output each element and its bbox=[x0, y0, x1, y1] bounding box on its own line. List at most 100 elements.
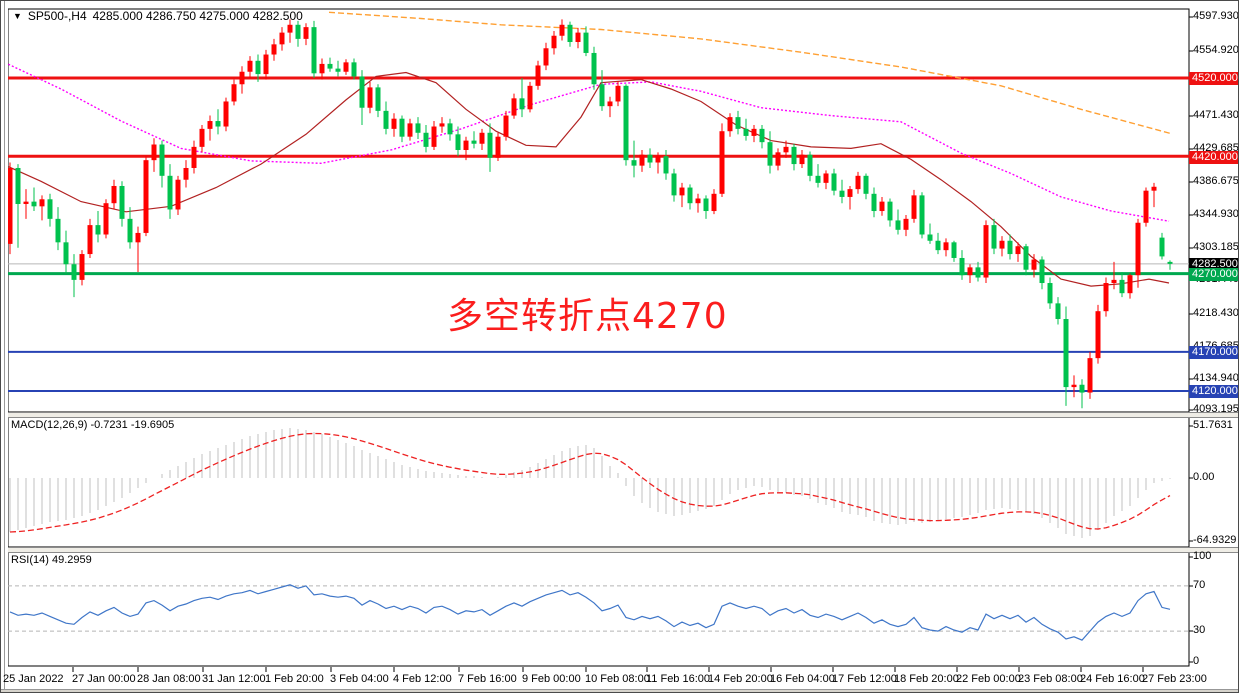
candle-body bbox=[1039, 259, 1045, 284]
candle-body bbox=[855, 175, 861, 190]
candle-body bbox=[327, 63, 333, 69]
rsi-axis-label: 0 bbox=[1193, 655, 1200, 667]
time-axis-label: 22 Feb 00:00 bbox=[956, 673, 1021, 685]
candle-body bbox=[415, 123, 421, 133]
candle-body bbox=[359, 76, 365, 108]
price-axis-label: 4597.930 bbox=[1193, 10, 1239, 22]
ma-slow-line bbox=[328, 11, 1172, 135]
price-axis-label: 4471.430 bbox=[1193, 109, 1239, 121]
candle-body bbox=[487, 132, 493, 158]
candle-body bbox=[311, 27, 317, 74]
candle-body bbox=[1007, 240, 1013, 255]
candle-body bbox=[103, 203, 109, 235]
candle-body bbox=[519, 98, 525, 110]
candle-body bbox=[759, 128, 765, 143]
candle-body bbox=[631, 160, 637, 166]
rsi-axis-label: 100 bbox=[1193, 550, 1212, 562]
candle-body bbox=[23, 201, 29, 204]
symbol-period-label: SP500-,H4 bbox=[27, 9, 87, 23]
annotation-text[interactable]: 多空转折点4270 bbox=[447, 296, 728, 337]
time-axis-label: 14 Feb 20:00 bbox=[708, 673, 773, 685]
candle-body bbox=[79, 254, 85, 280]
candle-body bbox=[303, 27, 309, 39]
macd-axis-label: -64.9329 bbox=[1193, 534, 1237, 546]
candle-body bbox=[367, 87, 373, 108]
candle-body bbox=[983, 225, 989, 278]
time-axis-label: 17 Feb 12:00 bbox=[832, 673, 897, 685]
macd-signal-line bbox=[9, 432, 1171, 533]
main-pane[interactable] bbox=[7, 8, 1190, 413]
rsi-axis-label: 30 bbox=[1193, 624, 1206, 636]
candle-body bbox=[495, 136, 501, 158]
candle-body bbox=[967, 267, 973, 276]
macd-axis-label: 51.7631 bbox=[1193, 419, 1233, 431]
time-axis-label: 25 Jan 2022 bbox=[3, 673, 64, 685]
candle-body bbox=[471, 140, 477, 144]
candle-body bbox=[287, 24, 293, 33]
candle-body bbox=[831, 173, 837, 191]
time-axis-label: 3 Feb 04:00 bbox=[330, 673, 389, 685]
candle-body bbox=[31, 201, 37, 207]
candle-body bbox=[1095, 311, 1101, 359]
time-axis-label: 11 Feb 16:00 bbox=[646, 673, 711, 685]
candle-body bbox=[207, 121, 213, 129]
candle-body bbox=[575, 32, 581, 43]
candle-body bbox=[743, 128, 749, 136]
candle-body bbox=[927, 234, 933, 241]
candle-body bbox=[447, 123, 453, 135]
candle-body bbox=[1111, 279, 1117, 284]
candle-body bbox=[183, 167, 189, 180]
macd-label: MACD(12,26,9) -0.7231 -19.6905 bbox=[11, 419, 175, 431]
price-axis-label: 4218.430 bbox=[1193, 307, 1239, 319]
price-axis-label: 4303.185 bbox=[1193, 241, 1239, 253]
candle-body bbox=[847, 189, 853, 197]
candle-body bbox=[215, 121, 221, 127]
candle-body bbox=[63, 242, 69, 265]
price-axis-label: 4554.920 bbox=[1193, 44, 1239, 56]
candle-body bbox=[751, 128, 757, 136]
candle-body bbox=[719, 131, 725, 194]
candle-body bbox=[1047, 283, 1053, 304]
candle-body bbox=[615, 85, 621, 102]
candle-body bbox=[991, 225, 997, 249]
candle-body bbox=[375, 87, 381, 111]
candle-body bbox=[839, 190, 845, 197]
candle-body bbox=[175, 179, 181, 210]
candle-body bbox=[319, 63, 325, 74]
candle-body bbox=[71, 264, 77, 280]
candle-body bbox=[887, 201, 893, 221]
candle-body bbox=[895, 220, 901, 230]
candle-body bbox=[479, 132, 485, 144]
candle-body bbox=[279, 32, 285, 45]
chevron-down-icon[interactable]: ▼ bbox=[13, 10, 22, 21]
rsi-pane[interactable] bbox=[7, 550, 1190, 667]
time-axis-label: 7 Feb 16:00 bbox=[458, 673, 517, 685]
time-axis-label: 24 Feb 16:00 bbox=[1080, 673, 1145, 685]
candle-body bbox=[783, 146, 789, 153]
candle-body bbox=[127, 218, 133, 243]
price-axis-label: 4386.675 bbox=[1193, 175, 1239, 187]
pane-divider-rsi[interactable] bbox=[1, 547, 1238, 553]
candle-body bbox=[391, 118, 397, 129]
pane-divider-macd[interactable] bbox=[1, 412, 1238, 418]
candle-body bbox=[159, 144, 165, 176]
candle-body bbox=[1055, 303, 1061, 320]
candle-body bbox=[295, 24, 301, 39]
macd-pane[interactable] bbox=[7, 415, 1190, 548]
candle-body bbox=[535, 65, 541, 86]
candle-body bbox=[255, 60, 261, 75]
time-axis-label: 28 Jan 08:00 bbox=[137, 673, 201, 685]
price-axis-label: 4093.195 bbox=[1193, 403, 1239, 415]
candle-body bbox=[95, 225, 101, 235]
candle-body bbox=[903, 218, 909, 230]
candle-body bbox=[503, 115, 509, 137]
candle-body bbox=[343, 62, 349, 72]
candle-body bbox=[951, 242, 957, 258]
time-axis-label: 10 Feb 08:00 bbox=[585, 673, 650, 685]
time-axis-label: 31 Jan 12:00 bbox=[202, 673, 266, 685]
price-badge: 4120.000 bbox=[1189, 384, 1238, 398]
candle-body bbox=[863, 175, 869, 194]
macd-axis-label: 0.00 bbox=[1193, 471, 1215, 483]
